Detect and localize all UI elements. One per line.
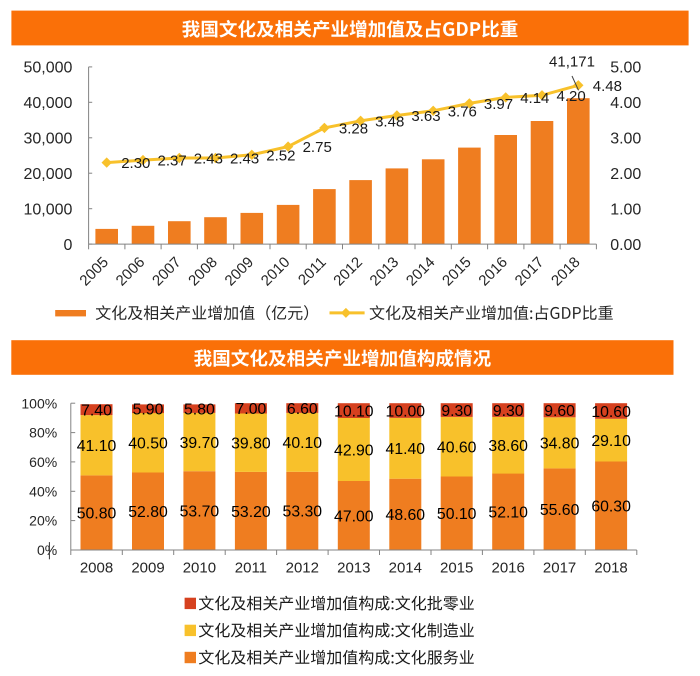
svg-text:40.50: 40.50 (128, 436, 168, 453)
svg-text:2.75: 2.75 (303, 139, 332, 156)
svg-text:80%: 80% (29, 425, 57, 441)
svg-text:47.00: 47.00 (334, 508, 374, 525)
svg-text:55.60: 55.60 (540, 502, 580, 519)
svg-text:1.00: 1.00 (610, 201, 641, 218)
svg-text:2009: 2009 (222, 254, 258, 290)
svg-text:2.37: 2.37 (158, 153, 187, 170)
svg-text:50.80: 50.80 (77, 506, 117, 523)
svg-text:2012: 2012 (286, 559, 319, 576)
svg-text:4.20: 4.20 (557, 88, 586, 105)
svg-text:5.00: 5.00 (610, 60, 641, 77)
svg-text:3.00: 3.00 (610, 131, 641, 148)
svg-text:53.30: 53.30 (283, 504, 323, 521)
svg-text:50,000: 50,000 (23, 60, 72, 77)
svg-text:100%: 100% (21, 395, 57, 411)
svg-text:2.43: 2.43 (194, 151, 223, 168)
svg-text:7.00: 7.00 (236, 401, 267, 418)
svg-text:9.30: 9.30 (441, 403, 472, 420)
svg-text:2018: 2018 (548, 254, 584, 290)
svg-text:53.70: 53.70 (180, 503, 220, 520)
svg-text:38.60: 38.60 (488, 438, 528, 455)
svg-text:20%: 20% (29, 513, 57, 529)
svg-text:2010: 2010 (258, 254, 294, 290)
svg-text:2.43: 2.43 (230, 151, 259, 168)
svg-text:5.90: 5.90 (133, 402, 164, 419)
svg-text:5.80: 5.80 (184, 401, 215, 418)
svg-text:52.10: 52.10 (488, 505, 528, 522)
svg-text:60%: 60% (29, 454, 57, 470)
svg-text:39.70: 39.70 (180, 435, 220, 452)
svg-text:4.48: 4.48 (593, 78, 622, 95)
svg-text:3.28: 3.28 (339, 120, 368, 137)
svg-text:42.90: 42.90 (334, 442, 374, 459)
svg-text:40.10: 40.10 (283, 435, 323, 452)
svg-text:50.10: 50.10 (437, 506, 477, 523)
svg-text:2008: 2008 (185, 254, 221, 290)
svg-text:2005: 2005 (76, 254, 112, 290)
svg-text:48.60: 48.60 (386, 507, 426, 524)
svg-text:2016: 2016 (475, 254, 511, 290)
svg-text:2014: 2014 (403, 254, 439, 290)
svg-text:41,171: 41,171 (549, 54, 595, 71)
svg-text:20,000: 20,000 (23, 166, 72, 183)
svg-text:2013: 2013 (337, 559, 370, 576)
svg-text:34.80: 34.80 (540, 436, 580, 453)
svg-text:2013: 2013 (367, 254, 403, 290)
svg-text:9.30: 9.30 (493, 403, 524, 420)
svg-text:2010: 2010 (183, 559, 216, 576)
svg-text:2015: 2015 (439, 254, 475, 290)
svg-text:40.60: 40.60 (437, 440, 477, 457)
svg-text:2016: 2016 (492, 559, 525, 576)
svg-text:41.10: 41.10 (77, 438, 117, 455)
svg-text:0: 0 (63, 237, 72, 254)
svg-text:10.60: 10.60 (591, 404, 631, 421)
svg-text:0.00: 0.00 (610, 237, 641, 254)
svg-text:2011: 2011 (295, 254, 330, 289)
svg-text:29.10: 29.10 (591, 433, 631, 450)
svg-text:2015: 2015 (440, 559, 473, 576)
svg-text:2008: 2008 (80, 559, 113, 576)
svg-text:7.40: 7.40 (81, 403, 112, 420)
svg-text:52.80: 52.80 (128, 504, 168, 521)
svg-text:41.40: 41.40 (386, 441, 426, 458)
svg-text:2017: 2017 (512, 254, 548, 290)
svg-text:3.48: 3.48 (375, 113, 404, 130)
svg-text:4.00: 4.00 (610, 95, 641, 112)
svg-text:6.60: 6.60 (287, 401, 318, 418)
svg-text:30,000: 30,000 (23, 131, 72, 148)
svg-text:2012: 2012 (330, 254, 366, 290)
svg-text:2017: 2017 (543, 559, 576, 576)
svg-text:2.30: 2.30 (121, 155, 150, 172)
svg-text:3.76: 3.76 (448, 103, 477, 120)
svg-text:39.80: 39.80 (231, 436, 271, 453)
svg-text:60.30: 60.30 (591, 499, 631, 516)
svg-text:2.00: 2.00 (610, 166, 641, 183)
svg-text:9.60: 9.60 (544, 403, 575, 420)
svg-text:10.10: 10.10 (334, 403, 374, 420)
svg-text:2014: 2014 (389, 559, 422, 576)
svg-text:3.97: 3.97 (484, 96, 513, 113)
svg-text:53.20: 53.20 (231, 504, 271, 521)
svg-text:40%: 40% (29, 483, 57, 499)
svg-text:2006: 2006 (113, 254, 149, 290)
svg-text:10.00: 10.00 (386, 403, 426, 420)
svg-text:40,000: 40,000 (23, 95, 72, 112)
svg-text:4.14: 4.14 (520, 90, 549, 107)
svg-text:2011: 2011 (235, 559, 267, 576)
svg-text:0%: 0% (37, 542, 57, 558)
svg-text:2009: 2009 (131, 559, 164, 576)
svg-text:2018: 2018 (594, 559, 627, 576)
svg-text:2007: 2007 (149, 254, 185, 290)
svg-text:3.63: 3.63 (411, 108, 440, 125)
svg-text:2.52: 2.52 (266, 147, 295, 164)
svg-text:10,000: 10,000 (23, 201, 72, 218)
